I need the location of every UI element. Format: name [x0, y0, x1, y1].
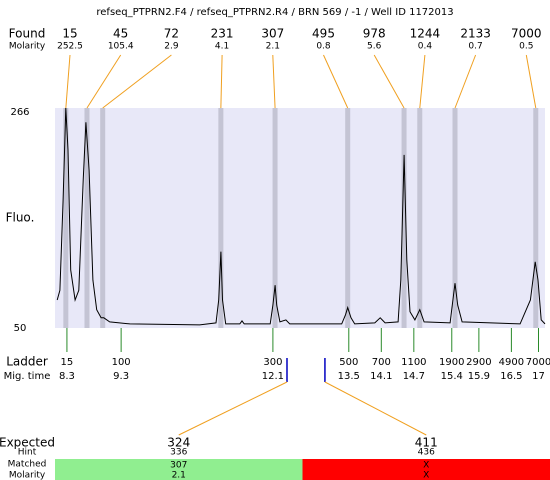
expected-label: Expected: [0, 436, 55, 450]
ladder-time: 8.3: [59, 371, 75, 382]
ladder-size: 100: [112, 357, 131, 368]
peak-band: [218, 108, 224, 328]
match-bar: [55, 459, 303, 480]
peak-band: [417, 108, 423, 328]
peak-connector: [419, 54, 426, 109]
ladder-label: Ladder: [6, 355, 48, 369]
found-molarity: 105.4: [108, 42, 134, 52]
ladder-size: 4900: [499, 357, 524, 368]
expected-connector: [324, 381, 427, 436]
ladder-size: 15: [61, 357, 74, 368]
found-size: 1244: [410, 27, 441, 41]
peak-connector: [373, 54, 405, 109]
peak-band: [452, 108, 458, 328]
ladder-size: 1900: [439, 357, 464, 368]
peak-band: [63, 108, 69, 328]
expected-molarity: X: [423, 471, 429, 480]
expected-size: 324: [167, 436, 190, 450]
y-tick-label: 50: [14, 323, 27, 334]
ladder-time: 12.1: [262, 371, 284, 382]
expected-hint: 436: [418, 448, 435, 458]
peak-connector: [65, 54, 71, 109]
expected-hint: 336: [170, 448, 187, 458]
ladder-time: 9.3: [113, 371, 129, 382]
mig-time-label: Mig. time: [4, 371, 51, 382]
bottom-molarity-label: Molarity: [9, 471, 46, 480]
ladder-size: 1100: [401, 357, 426, 368]
ladder-time: 13.5: [338, 371, 360, 382]
peak-band: [401, 108, 407, 328]
found-molarity: 2.9: [164, 42, 179, 52]
peak-connector: [272, 54, 276, 109]
expected-matched: 307: [170, 461, 187, 471]
peak-band: [345, 108, 351, 328]
ladder-time: 15.4: [441, 371, 463, 382]
peak-band: [84, 108, 90, 328]
expected-connector: [178, 381, 288, 436]
ladder-size: 300: [263, 357, 282, 368]
y-tick-label: 266: [10, 107, 29, 118]
ladder-time: 17: [532, 371, 545, 382]
ladder-size: 500: [339, 357, 358, 368]
ladder-time: 14.7: [403, 371, 425, 382]
peak-band: [533, 108, 539, 328]
title: refseq_PTPRN2.F4 / refseq_PTPRN2.R4 / BR…: [96, 7, 453, 18]
hint-label: Hint: [18, 448, 37, 458]
y-axis-label: Fluo.: [6, 211, 35, 225]
match-bar: [302, 459, 550, 480]
found-size: 231: [211, 27, 234, 41]
peak-connector: [454, 54, 477, 109]
expected-size: 411: [415, 436, 438, 450]
expected-matched: X: [423, 461, 429, 471]
ladder-time: 14.1: [370, 371, 392, 382]
found-molarity: 0.7: [468, 42, 482, 52]
ladder-size: 700: [372, 357, 391, 368]
found-size: 72: [164, 27, 179, 41]
found-size: 2133: [460, 27, 491, 41]
found-molarity: 0.5: [519, 42, 533, 52]
found-molarity: 4.1: [215, 42, 229, 52]
found-molarity: 5.6: [367, 42, 382, 52]
ladder-time: 15.9: [468, 371, 490, 382]
peak-band: [272, 108, 278, 328]
matched-label: Matched: [8, 460, 47, 470]
expected-molarity: 2.1: [172, 471, 186, 480]
peak-connector: [323, 54, 349, 109]
peak-band: [100, 108, 106, 328]
found-size: 45: [113, 27, 128, 41]
peak-connector: [86, 54, 122, 109]
molarity-label: Molarity: [9, 42, 46, 52]
found-molarity: 0.8: [316, 42, 331, 52]
peak-connector: [525, 54, 537, 109]
ladder-size: 2900: [466, 357, 491, 368]
found-molarity: 2.1: [266, 42, 280, 52]
peak-connector: [102, 54, 172, 109]
found-label: Found: [9, 27, 46, 41]
found-size: 15: [62, 27, 77, 41]
ladder-size: 7000: [526, 357, 550, 368]
peak-connector: [220, 54, 223, 109]
found-molarity: 0.4: [418, 42, 433, 52]
plot-area: [55, 108, 545, 328]
found-size: 978: [363, 27, 386, 41]
found-size: 7000: [511, 27, 542, 41]
ladder-time: 16.5: [500, 371, 522, 382]
found-molarity: 252.5: [57, 42, 83, 52]
trace: [56, 107, 546, 326]
found-size: 307: [261, 27, 284, 41]
found-size: 495: [312, 27, 335, 41]
